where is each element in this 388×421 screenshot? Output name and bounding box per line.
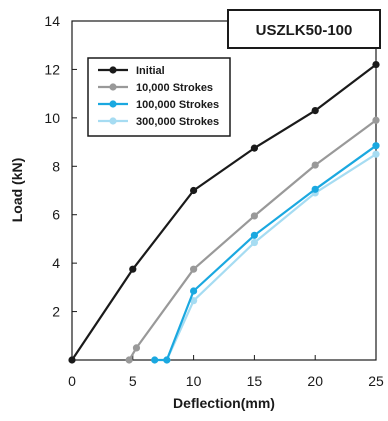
data-point [163,356,171,364]
data-point [132,344,141,352]
data-point [311,161,319,169]
data-point [190,297,198,305]
legend-swatch-marker [109,100,117,108]
legend-swatch-marker [109,83,117,91]
data-point [250,212,258,220]
x-tick-label: 10 [186,373,202,389]
ticks-layer: 0 5 10 15 20 25 2 4 6 8 10 12 14 [44,13,384,389]
data-point [190,265,198,273]
data-point [372,142,380,150]
data-point [372,60,380,69]
data-point [68,356,76,364]
series-line [71,63,377,361]
legend: Initial 10,000 Strokes 100,000 Strokes 300,… [87,57,231,137]
model-label: USZLK50-100 [256,22,353,39]
data-point [372,116,380,124]
legend-entry-label: 100,000 Strokes [136,99,219,111]
y-axis-title: Load (kN) [9,158,25,223]
legend-swatch-marker [109,66,117,74]
series-line [165,153,377,361]
model-box-frame [227,9,381,49]
data-point [190,287,198,295]
data-point [125,356,133,364]
y-tick-label: 6 [52,207,60,223]
data-point [129,265,137,273]
legend-swatch-marker [109,117,117,125]
y-tick-label: 12 [44,61,60,77]
data-point [311,185,319,193]
plot-frame [71,20,377,361]
x-tick-label: 20 [307,373,323,389]
x-tick-label: 15 [247,373,263,389]
legend-entry-label: 10,000 Strokes [136,82,213,94]
x-axis-title: Deflection(mm) [173,395,275,411]
y-tick-label: 4 [52,255,60,271]
y-tick-label: 8 [52,158,60,174]
x-tick-label: 25 [368,373,384,389]
data-point [372,150,380,158]
data-point [250,238,258,247]
y-tick-label: 14 [44,13,60,29]
data-point [250,144,258,152]
y-tick-label: 2 [52,304,60,320]
series-line [154,144,377,362]
x-tick-label: 5 [129,373,137,389]
data-point [151,356,159,364]
x-tick-label: 0 [68,373,76,389]
data-point [311,106,319,115]
y-tick-label: 10 [44,110,60,126]
data-point [190,186,198,195]
legend-entry-label: 300,000 Strokes [136,116,219,128]
model-box: USZLK50-100 [227,9,381,49]
data-point [250,231,258,239]
series-layer [68,60,380,364]
legend-entry-label: Initial [136,65,165,77]
